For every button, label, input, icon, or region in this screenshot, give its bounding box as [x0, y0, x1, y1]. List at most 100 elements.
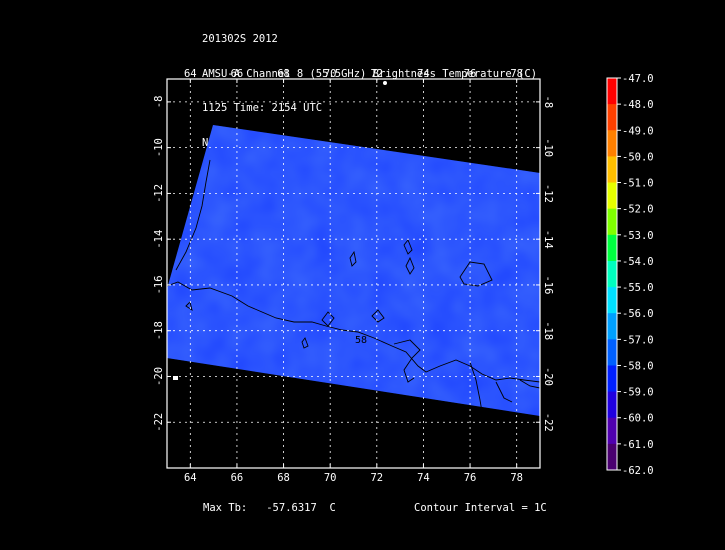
- contour-south-loop: [393, 339, 421, 383]
- header-line-1: 201302S 2012: [202, 33, 278, 45]
- lat-labels-right: -8 -10 -12 -14 -16 -18 -20 -22: [542, 96, 554, 432]
- lon-label-top: 78: [510, 68, 523, 80]
- colorbar-segment: [607, 234, 617, 262]
- lat-label-right: -14: [542, 230, 554, 249]
- colorbar-label: -49.0: [622, 125, 654, 137]
- lat-label-left: -14: [153, 230, 165, 249]
- colorbar-label: -59.0: [622, 387, 654, 399]
- colorbar-segment: [607, 339, 617, 366]
- lat-label-right: -16: [542, 275, 554, 294]
- lat-label-left: -20: [153, 367, 165, 386]
- lon-label-bottom: 66: [231, 472, 244, 484]
- top-edge-marker: [383, 81, 387, 85]
- max-tb-unit: C: [329, 502, 336, 514]
- colorbar-segment: [607, 78, 617, 105]
- colorbar-label: -57.0: [622, 334, 654, 346]
- contour-westedge: [175, 159, 211, 271]
- max-tb-readout: Max Tb: -57.6317 C: [203, 502, 336, 514]
- colorbar-label: -54.0: [622, 256, 654, 268]
- lon-labels-bottom: 64 66 68 70 72 74 76 78: [184, 472, 523, 484]
- lon-label-top: 66: [231, 68, 244, 80]
- lon-label-bottom: 64: [184, 472, 197, 484]
- swath-layer: [167, 125, 540, 416]
- colorbar-label: -51.0: [622, 178, 654, 190]
- contour-main: [167, 281, 540, 383]
- contour-se: [469, 361, 540, 413]
- lat-label-left: -18: [153, 321, 165, 340]
- colorbar-label: -47.0: [622, 73, 654, 85]
- colorbar-label: -52.0: [622, 204, 654, 216]
- contour-closed-7: [301, 337, 309, 349]
- max-tb-label: Max Tb:: [203, 502, 248, 514]
- colorbar-label: -62.0: [622, 465, 654, 477]
- lat-label-right: -10: [542, 138, 554, 157]
- lon-label-top: 64: [184, 68, 197, 80]
- lon-label-top: 76: [464, 68, 477, 80]
- station-marker: [173, 376, 178, 380]
- graticule: [167, 79, 540, 468]
- colorbar-segment: [607, 391, 617, 419]
- colorbar-segment: [607, 260, 617, 288]
- lat-label-left: -22: [153, 413, 165, 432]
- lon-label-bottom: 72: [370, 472, 383, 484]
- contour-lines: [167, 159, 540, 413]
- colorbar-segment: [607, 365, 617, 393]
- colorbar-frame: [606, 77, 618, 471]
- contour-closed-5: [321, 311, 335, 327]
- lat-label-left: -12: [153, 184, 165, 203]
- lat-label-right: -12: [542, 184, 554, 203]
- lon-label-top: 70: [324, 68, 337, 80]
- colorbar-segment: [607, 287, 617, 314]
- contour-closed-2: [403, 239, 413, 255]
- swath-texture: [167, 125, 540, 416]
- lon-label-bottom: 70: [324, 472, 337, 484]
- lon-label-bottom: 74: [417, 472, 430, 484]
- contour-interval: Contour Interval = 1C: [414, 502, 547, 514]
- lon-labels-top: 64 66 68 70 72 74 76 78: [184, 68, 523, 80]
- colorbar-label: -53.0: [622, 230, 654, 242]
- lat-label-right: -18: [542, 321, 554, 340]
- max-tb-value: -57.6317: [266, 502, 317, 514]
- contour-closed-8: [185, 301, 193, 312]
- contour-closed-4: [349, 250, 357, 267]
- lon-label-top: 74: [417, 68, 430, 80]
- colorbar-segment: [607, 104, 617, 131]
- header-line-3: 1125 Time: 2154 UTC: [202, 102, 323, 114]
- lat-label-left: -10: [153, 138, 165, 157]
- lat-label-left: -8: [153, 96, 165, 109]
- colorbar-segment: [607, 443, 617, 471]
- colorbar: [607, 78, 617, 471]
- tick-marks: [167, 79, 540, 468]
- lat-labels-left: -8 -10 -12 -14 -16 -18 -20 -22: [153, 96, 165, 432]
- contour-closed-6: [371, 309, 385, 323]
- colorbar-segment: [607, 182, 617, 210]
- lon-label-bottom: 76: [464, 472, 477, 484]
- lon-label-bottom: 68: [277, 472, 290, 484]
- colorbar-label: -58.0: [622, 360, 654, 372]
- contour-label: 58: [355, 335, 367, 346]
- contour-closed-3: [405, 256, 415, 275]
- lat-label-right: -8: [542, 96, 554, 109]
- lon-label-bottom: 78: [510, 472, 523, 484]
- header-line-2: AMSU-A Channel 8 (55.5GHz) Brightness Te…: [202, 67, 538, 80]
- colorbar-segment: [607, 156, 617, 184]
- lon-label-top: 68: [277, 68, 290, 80]
- colorbar-label: -60.0: [622, 413, 654, 425]
- lon-label-top: 72: [370, 68, 383, 80]
- lat-label-right: -20: [542, 367, 554, 386]
- colorbar-label: -61.0: [622, 439, 654, 451]
- lat-label-right: -22: [542, 413, 554, 432]
- contour-closed-1: [459, 261, 493, 287]
- map-frame: [166, 78, 541, 469]
- colorbar-segment: [607, 130, 617, 157]
- colorbar-segment: [607, 417, 617, 445]
- colorbar-label: -48.0: [622, 99, 654, 111]
- lat-label-left: -16: [153, 275, 165, 294]
- colorbar-segment: [607, 208, 617, 236]
- colorbar-labels: -47.0 -48.0 -49.0 -50.0 -51.0 -52.0 -53.0 -54.0…: [617, 73, 654, 477]
- colorbar-label: -55.0: [622, 282, 654, 294]
- colorbar-segment: [607, 313, 617, 340]
- colorbar-label: -56.0: [622, 308, 654, 320]
- colorbar-label: -50.0: [622, 151, 654, 163]
